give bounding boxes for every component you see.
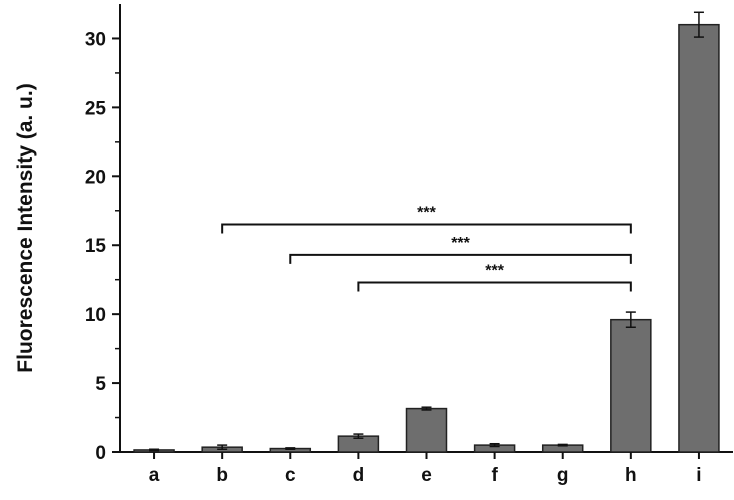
y-tick-label: 30: [85, 29, 106, 50]
y-tick-label: 20: [85, 167, 106, 188]
bar-e: [405, 407, 448, 453]
bar-h: [610, 318, 652, 453]
y-tick-label: 15: [85, 236, 107, 257]
x-tick-label: g: [557, 465, 569, 486]
significance-bracket-b-h: [221, 223, 632, 234]
y-tick-label: 25: [85, 98, 107, 119]
y-axis-title: Fluorescence Intensity (a. u.): [14, 83, 37, 372]
x-tick-label: f: [491, 465, 498, 486]
significance-bracket-d-h: [357, 281, 632, 292]
plot-area: 0 5 10 15 20 25 30 a b c d e f g h i *** *** ***: [85, 4, 733, 486]
significance-label: ***: [417, 205, 436, 222]
y-tick-label: 0: [95, 443, 106, 464]
y-tick-label: 5: [95, 374, 106, 395]
x-tick-label: a: [149, 465, 160, 486]
x-tick-label: i: [696, 465, 701, 486]
x-tick-label: b: [216, 465, 228, 486]
x-tick-label: h: [625, 465, 637, 486]
significance-label: ***: [451, 235, 470, 252]
bar-i: [678, 23, 720, 453]
significance-bracket-c-h: [289, 253, 632, 264]
x-tick-label: d: [353, 465, 365, 486]
x-tick-label: c: [285, 465, 296, 486]
x-tick-label: e: [421, 465, 432, 486]
significance-label: ***: [485, 262, 504, 279]
y-tick-label: 10: [85, 305, 106, 326]
